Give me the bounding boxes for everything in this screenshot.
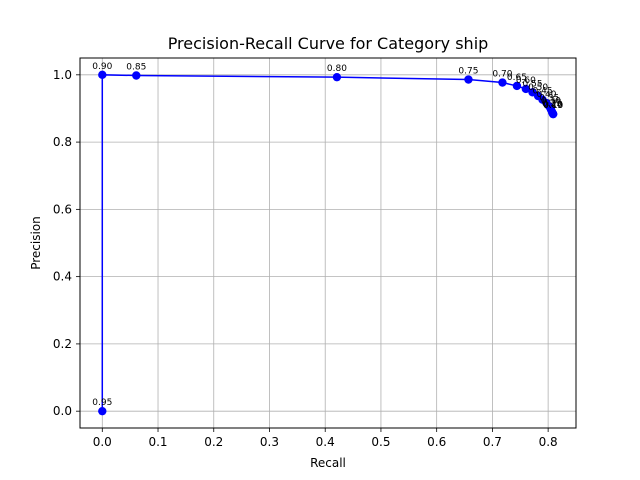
threshold-label: 0.10 [543, 101, 563, 111]
data-point [98, 70, 107, 80]
threshold-label: 0.95 [92, 398, 112, 408]
threshold-label: 0.65 [507, 73, 527, 83]
y-axis-label: Precision [29, 216, 43, 270]
threshold-label: 0.75 [458, 67, 478, 77]
threshold-label: 0.15 [543, 101, 563, 111]
data-point [98, 406, 107, 416]
point-labels: 0.95 0.90 0.85 0.80 0.75 0.700.650.600.550.50… [92, 62, 563, 408]
y-tick-label: 0.2 [53, 337, 72, 351]
x-tick-label: 0.2 [204, 435, 223, 449]
threshold-label: 0.90 [92, 62, 112, 72]
y-tick-label: 0.0 [53, 404, 72, 418]
x-tick-label: 0.3 [260, 435, 279, 449]
data-point [464, 75, 473, 84]
threshold-label: 0.35 [539, 93, 559, 103]
data-point [498, 78, 507, 87]
threshold-label: 0.85 [126, 62, 146, 72]
threshold-label: 0.80 [327, 64, 347, 74]
data-point [512, 81, 522, 91]
x-axis-label: Recall [310, 456, 346, 470]
x-tick-label: 0.4 [316, 435, 335, 449]
threshold-label: 0.40 [536, 90, 556, 100]
grid-lines [80, 58, 576, 428]
x-tick-label: 0.5 [371, 435, 390, 449]
x-tick-label: 0.8 [539, 435, 558, 449]
threshold-label: 0.30 [541, 96, 561, 106]
y-tick-label: 0.6 [53, 202, 72, 216]
data-point [332, 72, 342, 82]
data-point [548, 109, 558, 119]
data-points [98, 70, 558, 416]
threshold-label: 0.50 [528, 83, 548, 93]
x-tick-label: 0.6 [427, 435, 446, 449]
threshold-label: 0.45 [533, 87, 553, 97]
data-point [521, 84, 531, 94]
threshold-label: 0.20 [543, 100, 563, 110]
threshold-label: 0.55 [523, 79, 543, 89]
plot-frame [79, 57, 577, 429]
x-tick-label: 0.7 [483, 435, 502, 449]
threshold-label: 0.25 [542, 99, 562, 109]
chart-title: Precision-Recall Curve for Category ship [168, 34, 489, 53]
data-point [132, 71, 141, 80]
x-tick-label: 0.0 [93, 435, 112, 449]
y-tick-label: 0.4 [53, 270, 72, 284]
axis-ticks: 0.0 0.1 0.2 0.3 0.4 0.5 0.6 0.7 0.80.00.20.40.60… [53, 68, 558, 449]
y-tick-label: 0.8 [53, 135, 72, 149]
y-tick-label: 1.0 [53, 68, 72, 82]
threshold-label: 0.70 [492, 70, 512, 80]
x-tick-label: 0.1 [148, 435, 167, 449]
threshold-label: 0.60 [516, 76, 536, 86]
